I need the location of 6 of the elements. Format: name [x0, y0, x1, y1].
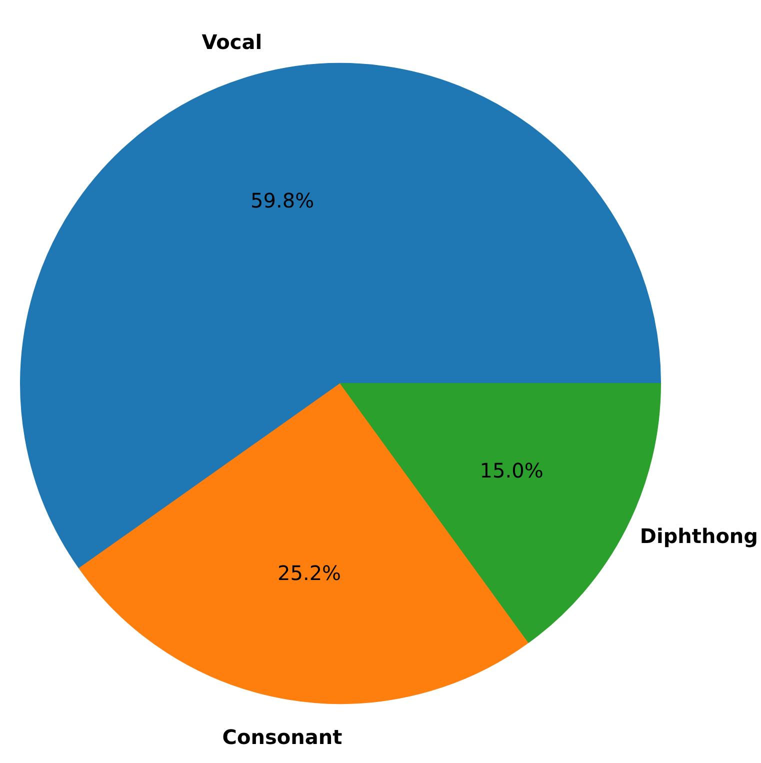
slice-label: Vocal [202, 30, 262, 54]
data-label: 15.0% [480, 458, 544, 483]
slice-label: Consonant [222, 725, 343, 750]
data-label: 59.8% [250, 188, 314, 213]
data-label: 25.2% [278, 560, 342, 585]
slice-label: Diphthong [640, 524, 758, 548]
